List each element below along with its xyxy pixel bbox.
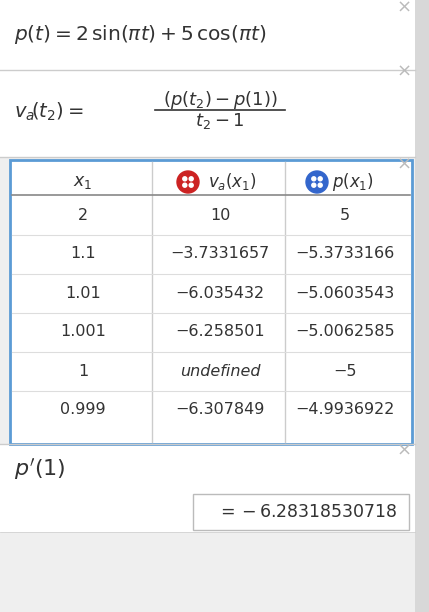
Circle shape xyxy=(177,171,199,193)
Text: 0.999: 0.999 xyxy=(60,403,106,417)
Text: −6.035432: −6.035432 xyxy=(175,286,265,300)
Text: 1.1: 1.1 xyxy=(70,247,96,261)
Text: −5.0603543: −5.0603543 xyxy=(296,286,395,300)
Circle shape xyxy=(189,183,193,187)
Text: −5: −5 xyxy=(333,364,357,378)
Text: −4.9936922: −4.9936922 xyxy=(295,403,395,417)
Text: undefined: undefined xyxy=(180,364,260,378)
Text: −6.258501: −6.258501 xyxy=(175,324,265,340)
FancyBboxPatch shape xyxy=(0,444,415,532)
FancyBboxPatch shape xyxy=(415,0,429,612)
Circle shape xyxy=(189,177,193,181)
Text: ×: × xyxy=(396,63,411,81)
Text: ×: × xyxy=(396,0,411,17)
Text: −5.0062585: −5.0062585 xyxy=(295,324,395,340)
Text: 1.001: 1.001 xyxy=(60,324,106,340)
Text: 5: 5 xyxy=(340,207,350,223)
Circle shape xyxy=(306,171,328,193)
Text: $= -6.28318530718$: $= -6.28318530718$ xyxy=(217,503,397,521)
Text: ×: × xyxy=(396,442,411,460)
FancyBboxPatch shape xyxy=(0,0,415,70)
Circle shape xyxy=(318,183,322,187)
Text: $v_a(x_1)$: $v_a(x_1)$ xyxy=(208,171,257,193)
Circle shape xyxy=(183,177,187,181)
Text: 1.01: 1.01 xyxy=(65,286,101,300)
Text: $p'(1)$: $p'(1)$ xyxy=(14,457,66,482)
Text: 10: 10 xyxy=(210,207,230,223)
Circle shape xyxy=(183,183,187,187)
Text: $x_1$: $x_1$ xyxy=(73,173,93,191)
FancyBboxPatch shape xyxy=(10,160,412,444)
Text: 2: 2 xyxy=(78,207,88,223)
Text: −5.3733166: −5.3733166 xyxy=(296,247,395,261)
Text: $v_a\!\left(t_2\right) =$: $v_a\!\left(t_2\right) =$ xyxy=(14,101,84,123)
Text: $p(t) = 2\,\sin(\pi t)+5\,\cos(\pi t)$: $p(t) = 2\,\sin(\pi t)+5\,\cos(\pi t)$ xyxy=(14,23,266,45)
Text: −3.7331657: −3.7331657 xyxy=(170,247,269,261)
FancyBboxPatch shape xyxy=(0,70,415,157)
Text: −6.307849: −6.307849 xyxy=(175,403,265,417)
Circle shape xyxy=(318,177,322,181)
Text: ×: × xyxy=(396,156,411,174)
Text: $p(x_1)$: $p(x_1)$ xyxy=(332,171,374,193)
Circle shape xyxy=(312,177,316,181)
Text: $t_2 - 1$: $t_2 - 1$ xyxy=(195,111,245,131)
Circle shape xyxy=(312,183,316,187)
Text: $\left(p(t_2)-p(1)\right)$: $\left(p(t_2)-p(1)\right)$ xyxy=(163,89,277,111)
FancyBboxPatch shape xyxy=(193,494,409,530)
Text: 1: 1 xyxy=(78,364,88,378)
